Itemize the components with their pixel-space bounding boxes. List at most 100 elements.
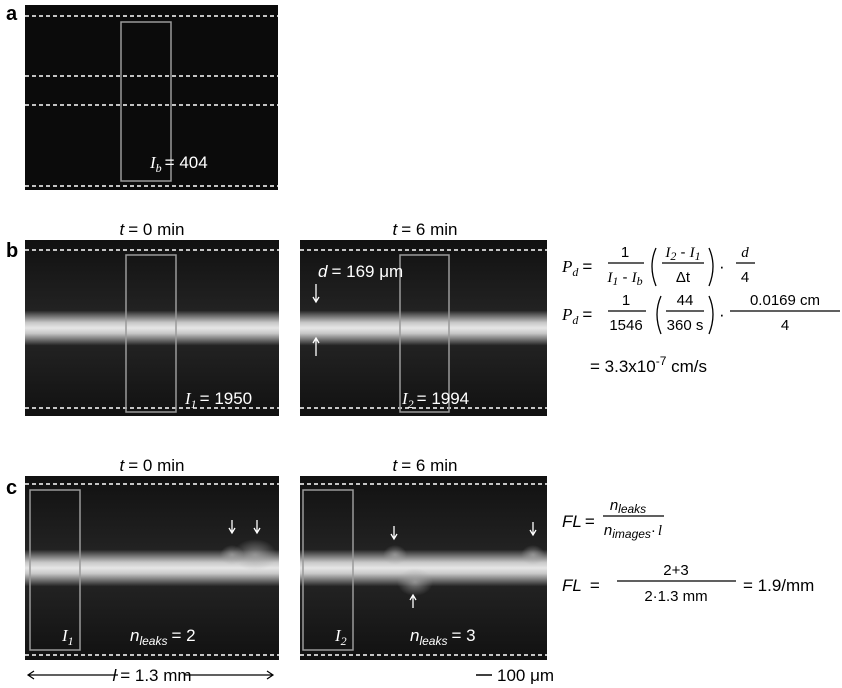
text-part: = [590, 576, 600, 595]
text-part: = [582, 305, 592, 324]
text-part: cm/s [666, 357, 707, 376]
equation-result: = 3.3x10-7 cm/s [590, 354, 707, 376]
text-part: -7 [656, 354, 667, 368]
dot: · [719, 257, 725, 276]
arrow [409, 593, 417, 608]
numerator: d [741, 245, 749, 261]
text-part: = 3 [451, 626, 475, 645]
text-part: I [689, 245, 696, 261]
arrow [312, 336, 320, 356]
text-part: · [651, 522, 656, 539]
roi-box [120, 21, 172, 182]
image [300, 240, 547, 416]
roi-box [302, 489, 354, 651]
length-arrow [26, 670, 275, 680]
equation: FL = [562, 512, 595, 531]
denominator: 4 [781, 317, 789, 334]
text-part: = 6 min [401, 456, 457, 475]
text-part: l [658, 523, 662, 539]
numerator: 44 [677, 292, 694, 309]
equation-result: = 1.9/mm [743, 576, 814, 595]
leak-glow [220, 545, 244, 565]
numerator: 1 [621, 244, 629, 261]
arrow [312, 284, 320, 304]
denominator: 360 s [667, 317, 704, 334]
arrow [390, 526, 398, 541]
text-part: d [572, 313, 579, 327]
numerator: I2 - I1 [664, 244, 700, 263]
text-part: I [606, 270, 613, 286]
image [25, 240, 279, 416]
text-part: leaks [419, 634, 447, 648]
text-part: t [393, 220, 399, 239]
text-part: 2 [408, 397, 414, 411]
text-part: d [572, 265, 579, 279]
leak-glow [233, 539, 277, 571]
numerator: 2+3 [663, 562, 688, 579]
arrow [228, 520, 236, 535]
denominator: Δt [676, 269, 691, 286]
text-part: FL [562, 576, 582, 595]
text-part: n [410, 626, 419, 645]
equation: Pd = [561, 257, 592, 279]
panel-label: a [6, 3, 18, 25]
length-label: l = 1.3 mm [112, 666, 191, 685]
image [25, 5, 278, 190]
text-part: = 0 min [128, 456, 184, 475]
paren [656, 295, 662, 335]
text-part: I [184, 389, 192, 408]
text-part: b [156, 161, 162, 175]
text-part: = 1.3 mm [120, 666, 191, 685]
text-part: leaks [618, 502, 646, 516]
denominator: I1 - Ib [606, 269, 642, 288]
text-part: 2 [341, 634, 347, 648]
time-label: t = 0 min [120, 456, 185, 475]
time-label: t = 6 min [393, 456, 458, 475]
roi-box [29, 489, 81, 651]
text-part: 1 [68, 634, 74, 648]
intensity-label: I1 = 1950 [184, 389, 252, 411]
panel-label: c [6, 477, 17, 499]
text-part: I [664, 245, 671, 261]
text-part: = 0 min [128, 220, 184, 239]
text-part: n [610, 497, 618, 514]
text-part: 2 [670, 249, 676, 263]
text-part: = [585, 512, 595, 531]
paren [651, 247, 657, 287]
equation: Pd = [561, 305, 592, 327]
text-part: b [637, 274, 643, 288]
text-part: FL [562, 512, 582, 531]
text-part: = 2 [171, 626, 195, 645]
paren [708, 247, 714, 287]
leak-glow [521, 545, 545, 565]
denominator: 1546 [609, 317, 642, 334]
text-part: n [130, 626, 139, 645]
text-part: P [561, 257, 572, 276]
text-part: 1 [695, 249, 701, 263]
roi-box [125, 254, 177, 413]
panel-label: b [6, 240, 18, 262]
diameter-label: d = 169 μm [318, 262, 403, 281]
text-part: d [318, 262, 328, 281]
image [25, 476, 279, 660]
denominator: 4 [741, 269, 749, 286]
image [300, 476, 547, 660]
intensity-label: I1 [61, 626, 74, 648]
text-part: = 1950 [200, 389, 252, 408]
text-part: I [149, 153, 157, 172]
text-part: t [120, 456, 126, 475]
text-part: = 3.3x10 [590, 357, 656, 376]
denominator: 2·1.3 mm [644, 588, 707, 605]
text-part: = 6 min [401, 220, 457, 239]
roi-box [399, 254, 450, 413]
intensity-label: I2 [334, 626, 347, 648]
leak-glow [397, 568, 433, 596]
intensity-label: I2 = 1994 [401, 389, 469, 411]
text-part: leaks [139, 634, 167, 648]
numerator: nleaks [610, 497, 646, 516]
intensity-label: Ib = 404 [149, 153, 208, 175]
leak-count: nleaks = 3 [410, 626, 476, 648]
text-part: I [631, 270, 638, 286]
scale-bar-label: 100 μm [497, 666, 554, 685]
